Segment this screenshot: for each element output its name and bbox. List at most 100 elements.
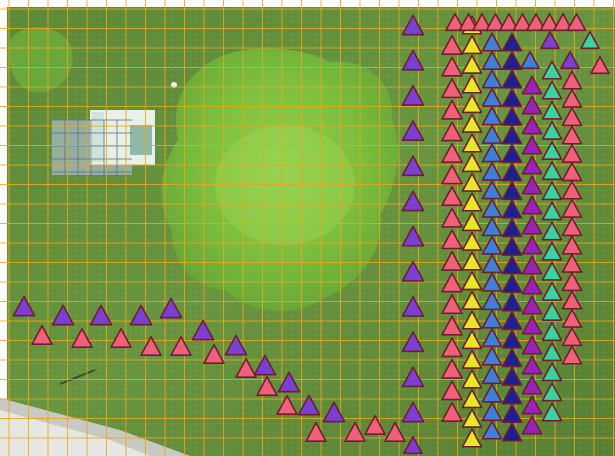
marker-purple[interactable] [51,304,75,326]
marker-magenta[interactable] [521,175,543,195]
marker-navy[interactable] [501,273,523,293]
marker-pink[interactable] [235,357,257,379]
marker-purple[interactable] [297,394,321,416]
marker-pink[interactable] [441,380,463,401]
marker-pink[interactable] [140,335,162,357]
marker-pink[interactable] [170,335,192,357]
marker-navy[interactable] [501,348,523,368]
marker-purple[interactable] [401,260,425,282]
marker-navy[interactable] [501,162,523,182]
marker-pink[interactable] [441,142,463,163]
marker-pink[interactable] [561,272,583,292]
marker-pink[interactable] [458,12,479,32]
marker-purple[interactable] [401,366,425,388]
marker-teal[interactable] [541,120,563,140]
marker-pink[interactable] [561,143,583,163]
marker-purple[interactable] [277,371,301,393]
marker-purple[interactable] [401,84,425,106]
marker-blue[interactable] [481,32,503,52]
marker-pink[interactable] [539,12,560,32]
marker-pink[interactable] [441,164,463,185]
marker-teal[interactable] [541,321,563,342]
marker-navy[interactable] [501,403,523,423]
marker-magenta[interactable] [521,155,543,175]
marker-purple[interactable] [403,435,423,455]
marker-teal[interactable] [541,281,563,301]
marker-pink[interactable] [561,253,583,273]
marker-navy[interactable] [501,236,523,256]
marker-blue[interactable] [481,328,503,348]
marker-yellow[interactable] [461,330,483,350]
marker-pink[interactable] [441,207,463,228]
marker-purple[interactable] [401,49,425,71]
marker-navy[interactable] [501,385,523,405]
marker-teal[interactable] [541,382,563,402]
marker-yellow[interactable] [461,389,483,409]
marker-magenta[interactable] [521,135,543,155]
marker-pink[interactable] [31,324,53,346]
marker-pink[interactable] [441,315,463,336]
marker-magenta[interactable] [521,215,543,235]
marker-pink[interactable] [445,12,465,32]
marker-magenta[interactable] [521,235,543,255]
marker-pink[interactable] [553,12,573,32]
marker-magenta[interactable] [521,375,543,395]
marker-navy[interactable] [501,292,523,312]
marker-blue[interactable] [481,291,503,311]
marker-blue[interactable] [481,346,503,366]
marker-pink[interactable] [441,250,463,271]
marker-teal[interactable] [541,80,563,100]
marker-magenta[interactable] [521,395,543,415]
marker-blue[interactable] [481,365,503,385]
marker-navy[interactable] [501,199,523,219]
marker-pink[interactable] [441,34,463,56]
marker-teal[interactable] [541,241,563,261]
marker-teal[interactable] [541,402,563,422]
marker-pink[interactable] [561,235,583,255]
marker-navy[interactable] [501,329,523,349]
marker-navy[interactable] [501,106,523,126]
marker-pink[interactable] [441,56,463,77]
marker-pink[interactable] [441,99,463,120]
marker-teal[interactable] [541,100,563,120]
marker-purple[interactable] [191,319,215,341]
marker-teal[interactable] [541,342,563,362]
marker-yellow[interactable] [461,290,483,310]
marker-yellow[interactable] [461,231,483,251]
marker-pink[interactable] [441,401,463,423]
marker-yellow[interactable] [461,349,483,369]
marker-yellow[interactable] [461,310,483,330]
marker-yellow[interactable] [461,428,483,448]
marker-pink[interactable] [561,345,583,365]
marker-blue[interactable] [481,235,503,255]
marker-blue[interactable] [481,180,503,200]
marker-blue[interactable] [481,143,503,163]
marker-blue[interactable] [481,254,503,274]
marker-magenta[interactable] [521,255,543,275]
marker-blue[interactable] [481,124,503,144]
marker-purple[interactable] [253,354,277,376]
marker-navy[interactable] [501,69,523,89]
marker-blue[interactable] [481,401,503,422]
marker-magenta[interactable] [521,95,543,115]
marker-purple[interactable] [89,304,113,326]
marker-pink[interactable] [512,12,533,32]
marker-purple[interactable] [540,30,560,50]
marker-navy[interactable] [501,88,523,108]
marker-navy[interactable] [501,311,523,331]
marker-yellow[interactable] [461,94,483,114]
marker-magenta[interactable] [521,355,543,375]
marker-pink[interactable] [561,308,583,328]
marker-pink[interactable] [566,12,587,32]
marker-yellow[interactable] [461,54,483,74]
marker-pink[interactable] [561,217,583,237]
marker-magenta[interactable] [521,315,543,335]
marker-purple[interactable] [159,297,183,319]
marker-pink[interactable] [561,290,583,310]
marker-pink[interactable] [441,272,463,293]
marker-yellow[interactable] [461,172,483,192]
marker-pink[interactable] [561,70,583,90]
marker-pink[interactable] [561,88,583,108]
